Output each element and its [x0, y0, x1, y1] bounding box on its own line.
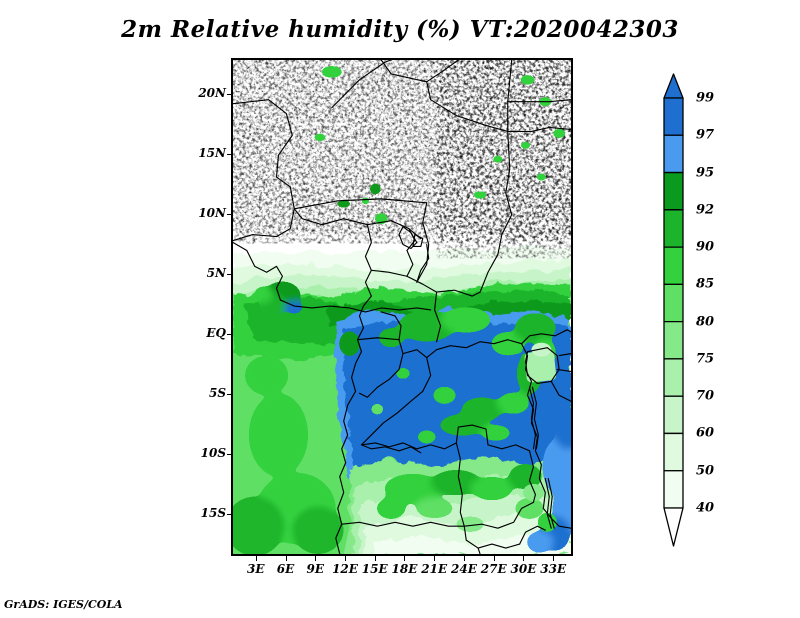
colorbar-band — [663, 470, 684, 509]
colorbar-tick-label: 92 — [696, 202, 715, 218]
x-axis-tick-mark — [463, 556, 465, 561]
colorbar-band — [663, 395, 684, 435]
y-axis-tick-label: 20N — [198, 86, 226, 100]
x-axis-tick-mark — [493, 556, 495, 561]
colorbar-swatches — [663, 73, 684, 547]
y-axis-tick-mark — [227, 154, 232, 155]
y-axis-tick-label: 10N — [198, 206, 226, 220]
x-axis-tick-mark — [255, 556, 257, 561]
x-axis-tick-label: 3E — [247, 562, 265, 576]
relative-humidity-heatmap — [233, 60, 571, 554]
x-axis-tick-label: 15E — [361, 562, 388, 576]
x-axis-tick-label: 27E — [480, 562, 507, 576]
y-axis-tick-label: 5S — [208, 386, 226, 400]
y-axis-tick-label: 15N — [198, 146, 226, 160]
colorbar-legend: 99 97 95 92 90 85 80 75 70 60 50 40 — [660, 70, 780, 550]
colorbar-arrow-down — [663, 507, 684, 547]
x-axis-tick-label: 30E — [510, 562, 537, 576]
colorbar-band — [663, 432, 684, 472]
x-axis-tick-label: 18E — [391, 562, 418, 576]
y-axis-tick-label: 15S — [200, 506, 226, 520]
grads-credit: GrADS: IGES/COLA — [4, 598, 123, 611]
colorbar-tick-label: 85 — [696, 276, 715, 292]
y-axis-tick-label: 5N — [206, 266, 226, 280]
colorbar-tick-label: 80 — [696, 314, 715, 330]
y-axis-tick-label: 10S — [200, 446, 226, 460]
x-axis-tick-label: 12E — [332, 562, 358, 576]
map-plot-area — [231, 58, 573, 556]
y-axis-tick-mark — [227, 394, 232, 395]
x-axis-tick-mark — [285, 556, 287, 561]
x-axis-tick-label: 6E — [276, 562, 295, 576]
colorbar-tick-label: 97 — [696, 127, 715, 143]
country-borders — [233, 60, 571, 554]
x-axis-tick-mark — [553, 556, 555, 561]
colorbar-band — [663, 97, 684, 136]
x-axis-tick-mark — [345, 556, 346, 561]
y-axis-tick-mark — [227, 514, 232, 515]
x-axis-tick-mark — [315, 556, 317, 561]
colorbar-band — [663, 320, 684, 360]
x-axis-longitude: 3E 6E 9E 12E 15E 18E 21E 24E 27E 30E 33E — [231, 556, 573, 580]
colorbar-tick-label: 40 — [696, 500, 715, 516]
colorbar-tick-label: 95 — [696, 165, 715, 181]
colorbar-tick-label: 50 — [696, 463, 715, 479]
y-axis-tick-mark — [227, 454, 232, 455]
x-axis-tick-mark — [523, 556, 525, 561]
colorbar-tick-label: 99 — [696, 90, 715, 106]
y-axis-tick-mark — [227, 94, 232, 95]
x-axis-tick-mark — [404, 556, 406, 561]
y-axis-tick-mark — [227, 214, 232, 215]
colorbar-arrow-up — [663, 73, 684, 99]
colorbar-tick-label: 70 — [696, 388, 715, 404]
x-axis-tick-label: 21E — [421, 562, 448, 576]
y-axis-tick-mark — [227, 334, 232, 335]
y-axis-tick-mark — [227, 274, 232, 275]
colorbar-band — [663, 209, 684, 248]
colorbar-band — [663, 283, 684, 323]
colorbar-band — [663, 246, 684, 286]
page-title: 2m Relative humidity (%) VT:2020042303 — [121, 16, 679, 43]
colorbar-band — [663, 134, 684, 174]
x-axis-tick-mark — [434, 556, 436, 561]
colorbar-band — [663, 171, 684, 211]
x-axis-tick-label: 9E — [306, 562, 325, 576]
y-axis-tick-label: EQ — [206, 326, 226, 340]
colorbar-band — [663, 358, 684, 397]
y-axis-latitude: 20N 15N 10N 5N EQ 5S 10S 15S — [190, 58, 226, 556]
colorbar-tick-label: 60 — [696, 425, 715, 441]
x-axis-tick-label: 33E — [540, 562, 567, 576]
colorbar-tick-label: 75 — [696, 351, 715, 367]
x-axis-tick-label: 24E — [451, 562, 477, 576]
x-axis-tick-mark — [374, 556, 376, 561]
colorbar-tick-label: 90 — [696, 239, 715, 255]
